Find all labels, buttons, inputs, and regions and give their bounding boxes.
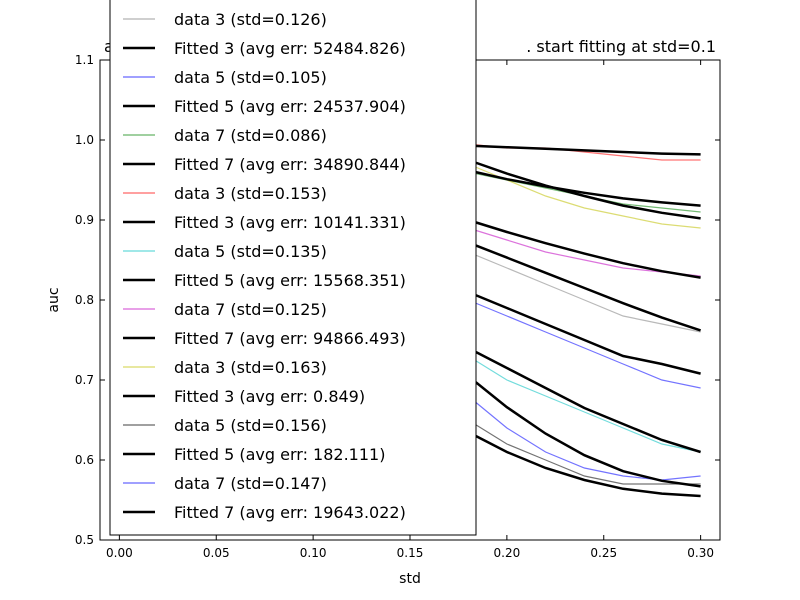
fit-line-4 (467, 290, 701, 375)
x-tick-label: 0.05 (203, 546, 230, 560)
y-tick-label: 1.0 (75, 133, 94, 147)
data-line-9 (467, 355, 701, 453)
data-line-1 (467, 251, 701, 333)
legend-label: Fitted 3 (avg err: 0.849) (174, 387, 365, 406)
fit-line-14 (467, 158, 701, 220)
legend-label: data 3 (std=0.126) (174, 10, 327, 29)
y-tick-label: 0.8 (75, 293, 94, 307)
fit-line-12 (467, 218, 701, 279)
y-tick-label: 0.7 (75, 373, 94, 387)
fit-line-2 (467, 241, 701, 332)
fit-line-10 (467, 346, 701, 454)
legend-label: Fitted 7 (avg err: 34890.844) (174, 155, 406, 174)
legend-label: data 7 (std=0.125) (174, 300, 327, 319)
legend-label: Fitted 5 (avg err: 15568.351) (174, 271, 406, 290)
chart-title-right: . start fitting at std=0.1 (526, 37, 716, 56)
legend-label: data 7 (std=0.147) (174, 474, 327, 493)
legend-label: data 3 (std=0.163) (174, 358, 327, 377)
fit-line-8 (468, 144, 701, 156)
fit-line-16 (467, 375, 701, 488)
legend-label: data 3 (std=0.153) (174, 184, 327, 203)
y-tick-label: 0.5 (75, 533, 94, 547)
y-tick-label: 1.1 (75, 53, 94, 67)
legend-label: data 5 (std=0.156) (174, 416, 327, 435)
data-line-15 (467, 419, 701, 485)
legend-label: Fitted 5 (avg err: 24537.904) (174, 97, 406, 116)
chart-title-left: a (104, 37, 114, 56)
legend-label: Fitted 7 (avg err: 94866.493) (174, 329, 406, 348)
fit-line-18 (467, 430, 701, 498)
x-tick-label: 0.30 (687, 546, 714, 560)
y-axis-label: auc (46, 287, 62, 312)
legend-label: data 7 (std=0.086) (174, 126, 327, 145)
x-tick-label: 0.20 (494, 546, 521, 560)
legend-label: Fitted 7 (avg err: 19643.022) (174, 503, 406, 522)
x-tick-label: 0.00 (106, 546, 133, 560)
legend-label: data 5 (std=0.135) (174, 242, 327, 261)
legend-label: Fitted 5 (avg err: 182.111) (174, 445, 385, 464)
legend-label: Fitted 3 (avg err: 52484.826) (174, 39, 406, 58)
data-line-3 (467, 299, 701, 389)
legend-box (109, 0, 477, 536)
legend: data 3 (std=0.126) Fitted 3 (avg err: 524… (109, 0, 477, 536)
x-tick-label: 0.25 (590, 546, 617, 560)
fit-line-6 (467, 169, 701, 207)
x-tick-label: 0.15 (397, 546, 424, 560)
legend-label: Fitted 3 (avg err: 10141.331) (174, 213, 406, 232)
y-tick-label: 0.6 (75, 453, 94, 467)
x-tick-label: 0.10 (300, 546, 327, 560)
x-axis-label: std (399, 571, 421, 587)
y-tick-label: 0.9 (75, 213, 94, 227)
legend-label: data 5 (std=0.105) (174, 68, 327, 87)
